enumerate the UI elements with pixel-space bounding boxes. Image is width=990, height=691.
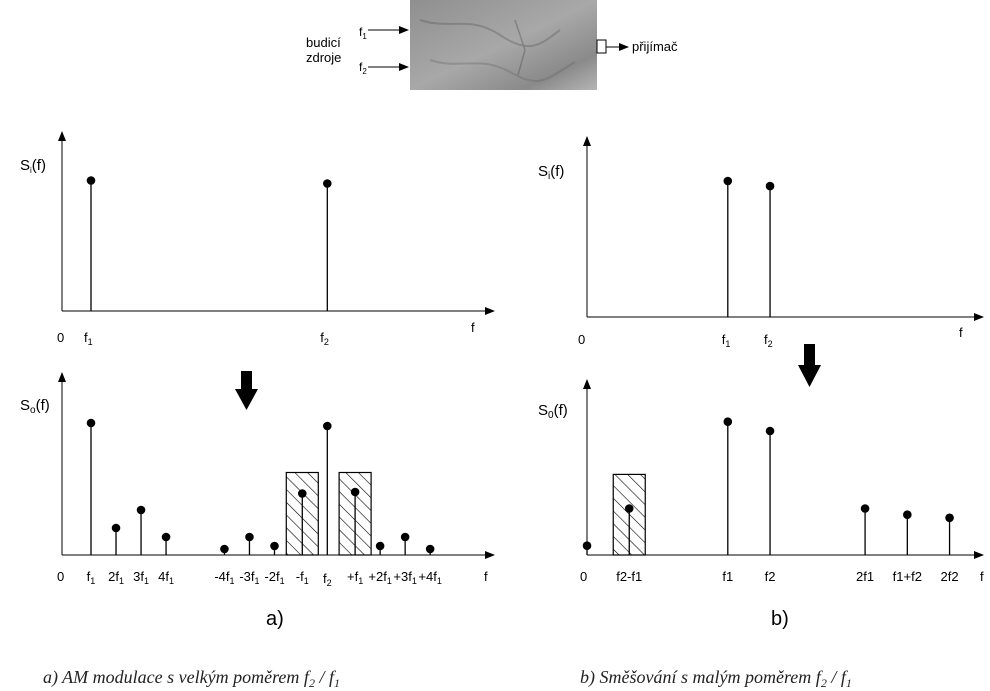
panel-a-bottom-origin: 0	[57, 569, 64, 584]
b-bot-tick-1: f1	[722, 569, 733, 584]
a-bot-dot-6	[270, 541, 279, 551]
a-bot-tick-5: -3f1	[239, 569, 259, 586]
a-bot-tick-0: f1	[87, 569, 96, 586]
b-top-tick-1: f2	[764, 332, 773, 349]
panel-b-bottom-chart: S0(f) 0 f f2-f1 f1 f2 2f1 f1+f2 2f2	[538, 379, 984, 584]
b-bot-dot-6	[945, 513, 954, 523]
caption-b: b) Směšování s malým poměrem f2 / f1	[580, 667, 852, 690]
a-bot-tick-9: +f1	[347, 569, 363, 586]
a-bot-dot-8	[323, 421, 332, 431]
panel-b-bottom-xlabel: f	[980, 569, 984, 584]
a-bot-dot-3	[161, 532, 171, 542]
a-bot-tick-11: +3f1	[393, 569, 416, 586]
a-bot-dot-0	[86, 418, 96, 428]
a-bot-dot-4	[220, 544, 229, 554]
panel-b-bottom-tick-labels: f2-f1 f1 f2 2f1 f1+f2 2f2	[616, 569, 958, 584]
specimen-setup: budicí zdroje f1 f2 přijímač	[306, 0, 678, 90]
panel-b-top-origin: 0	[578, 332, 585, 347]
a-bot-tick-4: -4f1	[214, 569, 234, 586]
b-bot-dot-5	[903, 510, 912, 519]
b-bot-tick-0: f2-f1	[616, 569, 642, 584]
panel-a-top-xlabel: f	[471, 320, 475, 335]
b-bot-tick-5: 2f2	[941, 569, 959, 584]
a-bot-dot-5	[245, 532, 254, 542]
panel-b-top-xlabel: f	[959, 325, 963, 340]
b-bot-dot-3	[765, 426, 775, 436]
a-bot-tick-7: -f1	[296, 569, 309, 586]
b-bot-dot-1	[624, 504, 634, 513]
panel-b-bottom-ylabel: S0(f)	[538, 402, 568, 421]
panel-a-top-marks: f1 f2	[84, 176, 332, 347]
a-bot-dot-7	[297, 489, 307, 498]
b-bot-tick-2: f2	[765, 569, 776, 584]
panel-a-hatched-boxes	[285, 471, 372, 556]
receiver-sensor	[596, 39, 607, 54]
panel-b-label: b)	[771, 608, 789, 630]
panel-a-top-chart: Si(f) 0 f f1 f2	[20, 131, 495, 347]
b-bot-dot-4	[860, 504, 870, 513]
a-bot-tick-6: -2f1	[264, 569, 284, 586]
input1-label: f1	[359, 25, 367, 41]
panel-b-down-arrow	[798, 344, 821, 387]
panel-b-top-ylabel: Si(f)	[538, 163, 564, 182]
b-top-dot-0	[723, 176, 733, 186]
a-top-tick-0: f1	[84, 330, 93, 347]
panel-b-top-chart: Si(f) 0 f f1 f2	[538, 136, 984, 349]
a-bot-dot-11	[400, 532, 410, 542]
b-bot-dot-0	[582, 541, 592, 550]
a-top-tick-1: f2	[320, 330, 329, 347]
receiver-label: přijímač	[632, 39, 678, 54]
panel-a-bottom-ylabel: So(f)	[20, 397, 50, 416]
a-top-dot-0	[86, 176, 96, 185]
b-bot-tick-4: f1+f2	[893, 569, 922, 584]
source-label-line1: budicí	[306, 35, 341, 50]
a-bot-tick-8: f2	[323, 571, 332, 588]
panel-a-top-origin: 0	[57, 330, 64, 345]
panel-a-down-arrow	[235, 371, 258, 410]
input2-label: f2	[359, 60, 367, 76]
panel-a-bottom-xlabel: f	[484, 569, 488, 584]
panel-a-bottom-chart: So(f) 0 f f1 2f1 3f1 4f1 -4f1 -3f1 -2f1 -f1 f2 +f…	[20, 372, 495, 588]
source-label-line2: zdroje	[306, 50, 341, 65]
specimen-texture	[419, 19, 576, 82]
panel-a-bottom-tick-labels: f1 2f1 3f1 4f1 -4f1 -3f1 -2f1 -f1 f2 +f1 +2f1 +3f1 +…	[87, 569, 442, 588]
panel-a-bottom-marks	[86, 418, 435, 555]
a-bot-dot-2	[136, 505, 146, 515]
specimen-block	[410, 0, 597, 90]
a-bot-dot-10	[375, 541, 385, 551]
a-bot-tick-2: 3f1	[133, 569, 149, 586]
a-bot-tick-12: +4f1	[418, 569, 441, 586]
b-bot-dot-2	[723, 417, 733, 427]
b-bot-tick-3: 2f1	[856, 569, 874, 584]
a-top-dot-1	[323, 179, 332, 188]
a-bot-dot-9	[350, 487, 360, 497]
a-bot-tick-1: 2f1	[108, 569, 124, 586]
a-bot-dot-1	[111, 523, 121, 533]
panel-b-bottom-origin: 0	[580, 569, 587, 584]
a-bot-tick-3: 4f1	[158, 569, 174, 586]
panel-b-top-marks: f1 f2	[722, 176, 775, 349]
b-top-dot-1	[765, 181, 775, 191]
panel-a-label: a)	[266, 608, 284, 630]
b-top-tick-0: f1	[722, 332, 731, 349]
a-bot-dot-12	[425, 544, 435, 554]
caption-a: a) AM modulace s velkým poměrem f2 / f1	[43, 667, 340, 690]
a-bot-tick-10: +2f1	[368, 569, 391, 586]
panel-b-bottom-marks	[582, 417, 954, 555]
panel-a-top-ylabel: Si(f)	[20, 157, 46, 175]
